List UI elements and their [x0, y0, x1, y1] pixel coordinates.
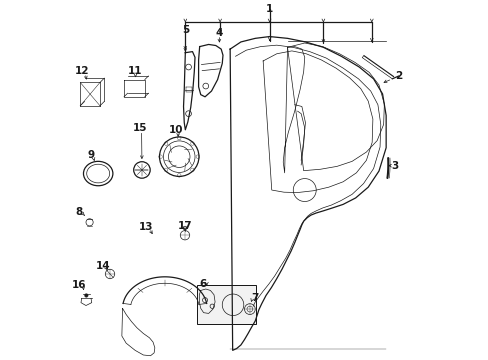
Text: 8: 8	[75, 207, 82, 217]
Circle shape	[84, 294, 88, 297]
Text: 9: 9	[87, 150, 94, 160]
Text: 16: 16	[72, 280, 86, 290]
Text: 7: 7	[251, 293, 259, 303]
Text: 5: 5	[182, 25, 188, 35]
Text: 3: 3	[391, 161, 398, 171]
Text: 10: 10	[169, 125, 183, 135]
Text: 2: 2	[394, 71, 402, 81]
Text: 17: 17	[178, 221, 192, 231]
Text: 4: 4	[215, 28, 223, 38]
Text: 6: 6	[199, 279, 206, 289]
Text: 11: 11	[128, 66, 142, 76]
Text: 15: 15	[133, 123, 147, 133]
Text: 14: 14	[95, 261, 110, 271]
Text: 13: 13	[139, 222, 153, 231]
Text: 12: 12	[75, 66, 89, 76]
Text: 1: 1	[265, 4, 273, 14]
FancyBboxPatch shape	[197, 285, 256, 324]
